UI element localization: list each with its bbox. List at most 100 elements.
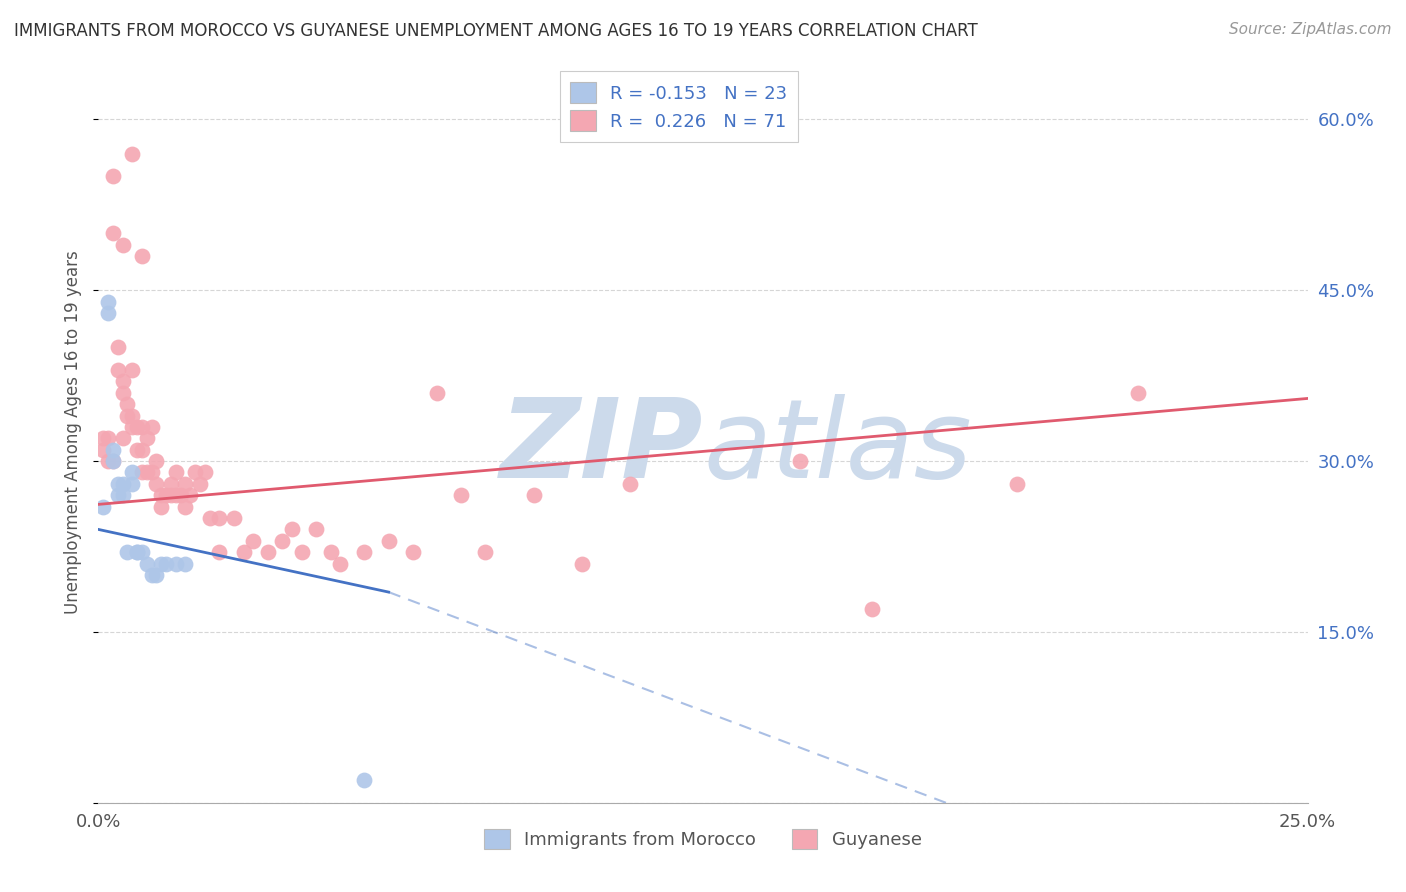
Point [174, 476, 197, 491]
Point [184, 466, 207, 480]
Point [208, 545, 231, 559]
Point [281, 523, 304, 537]
Point [188, 476, 211, 491]
Point [107, 363, 129, 377]
Point [141, 466, 163, 480]
Point [271, 533, 294, 548]
Point [474, 545, 496, 559]
Point [426, 385, 449, 400]
Point [107, 476, 129, 491]
Text: Source: ZipAtlas.com: Source: ZipAtlas.com [1229, 22, 1392, 37]
Point [141, 420, 163, 434]
Point [169, 488, 191, 502]
Point [121, 363, 143, 377]
Point [165, 466, 187, 480]
Point [208, 511, 231, 525]
Text: ZIP: ZIP [499, 394, 703, 501]
Point [131, 420, 153, 434]
Point [111, 431, 134, 445]
Point [101, 227, 124, 241]
Point [155, 488, 177, 502]
Point [111, 237, 134, 252]
Point [377, 533, 399, 548]
Point [145, 454, 167, 468]
Point [150, 500, 173, 514]
Point [117, 545, 139, 559]
Point [127, 545, 149, 559]
Point [111, 375, 134, 389]
Point [155, 557, 177, 571]
Point [571, 557, 593, 571]
Point [194, 466, 217, 480]
Text: IMMIGRANTS FROM MOROCCO VS GUYANESE UNEMPLOYMENT AMONG AGES 16 TO 19 YEARS CORRE: IMMIGRANTS FROM MOROCCO VS GUYANESE UNEM… [14, 22, 977, 40]
Point [150, 488, 173, 502]
Point [145, 568, 167, 582]
Point [97, 294, 120, 309]
Point [174, 557, 197, 571]
Point [127, 442, 149, 457]
Point [91, 442, 114, 457]
Point [450, 488, 472, 502]
Point [329, 557, 352, 571]
Point [111, 385, 134, 400]
Point [179, 488, 201, 502]
Point [619, 476, 641, 491]
Point [150, 557, 173, 571]
Point [101, 169, 124, 184]
Point [111, 488, 134, 502]
Point [160, 488, 183, 502]
Point [860, 602, 883, 616]
Point [121, 409, 143, 423]
Point [107, 340, 129, 354]
Point [101, 454, 124, 468]
Point [165, 557, 187, 571]
Point [353, 772, 375, 787]
Text: atlas: atlas [703, 394, 972, 501]
Legend: Immigrants from Morocco, Guyanese: Immigrants from Morocco, Guyanese [477, 822, 929, 856]
Point [101, 454, 124, 468]
Point [121, 420, 143, 434]
Point [256, 545, 278, 559]
Point [1007, 476, 1029, 491]
Point [222, 511, 245, 525]
Point [127, 420, 149, 434]
Point [121, 146, 143, 161]
Point [353, 545, 375, 559]
Point [111, 476, 134, 491]
Point [91, 431, 114, 445]
Point [97, 454, 120, 468]
Point [242, 533, 264, 548]
Point [101, 442, 124, 457]
Point [117, 409, 139, 423]
Point [305, 523, 328, 537]
Point [131, 442, 153, 457]
Point [232, 545, 254, 559]
Point [135, 466, 157, 480]
Point [789, 454, 811, 468]
Point [131, 466, 153, 480]
Point [141, 568, 163, 582]
Point [319, 545, 342, 559]
Point [165, 488, 187, 502]
Point [131, 545, 153, 559]
Point [290, 545, 312, 559]
Point [121, 466, 143, 480]
Point [1128, 385, 1150, 400]
Point [145, 476, 167, 491]
Point [131, 249, 153, 263]
Point [107, 488, 129, 502]
Point [121, 476, 143, 491]
Point [174, 500, 197, 514]
Point [117, 397, 139, 411]
Point [523, 488, 546, 502]
Point [135, 557, 157, 571]
Point [91, 500, 114, 514]
Point [127, 545, 149, 559]
Point [198, 511, 221, 525]
Point [135, 431, 157, 445]
Point [402, 545, 425, 559]
Y-axis label: Unemployment Among Ages 16 to 19 years: Unemployment Among Ages 16 to 19 years [65, 251, 83, 615]
Point [160, 476, 183, 491]
Point [97, 431, 120, 445]
Point [97, 306, 120, 320]
